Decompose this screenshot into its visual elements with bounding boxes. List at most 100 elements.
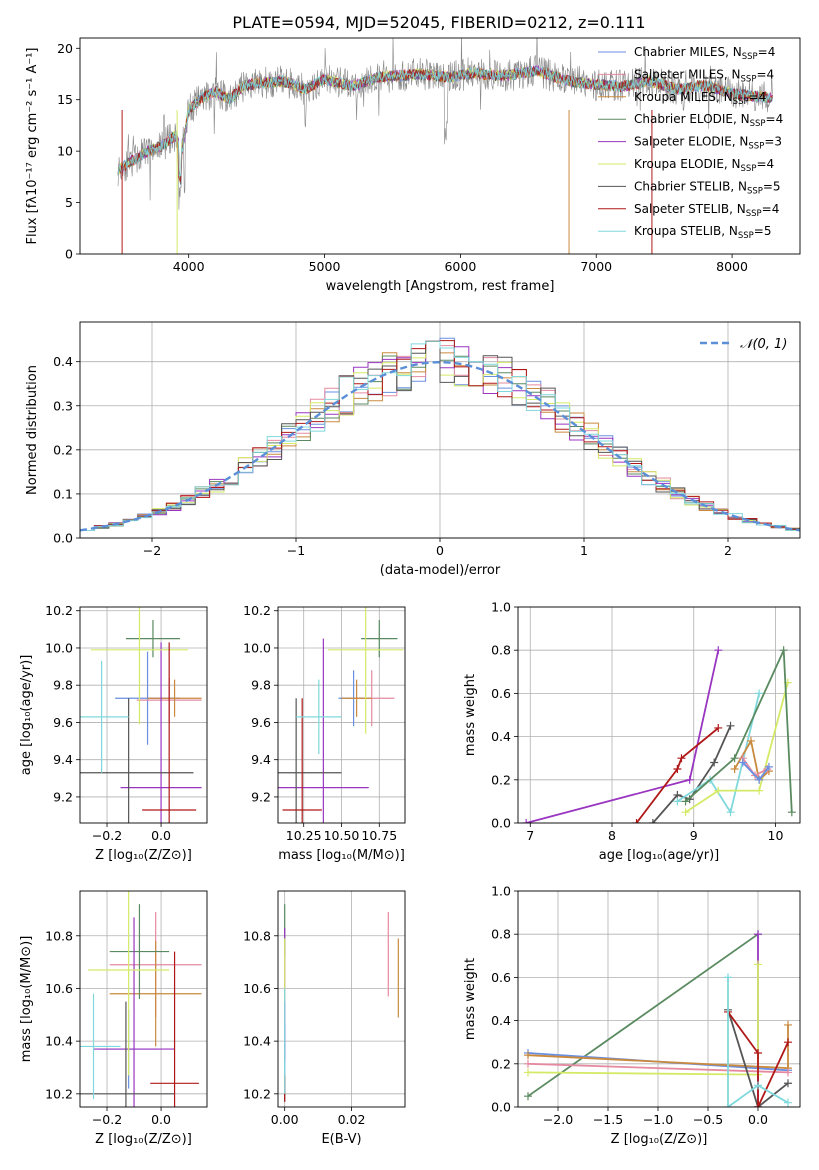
x-tick-label: 6000 — [444, 259, 476, 274]
plot-area-mass_vs_ebv — [284, 904, 399, 1102]
weight-marker-chabrier_miles — [738, 758, 747, 767]
plot-area-age_vs_Z — [80, 607, 202, 823]
y-tick-label: 9.4 — [53, 752, 73, 767]
y-tick-label: 9.8 — [53, 678, 73, 693]
y-tick-label: 0.0 — [491, 816, 511, 831]
y-tick-label: 9.6 — [251, 715, 271, 730]
weight-marker-kroupa_miles — [746, 736, 755, 745]
y-tick-label: 9.2 — [53, 789, 73, 804]
y-tick-label: 0.4 — [53, 354, 73, 369]
x-tick-label: 0.0 — [748, 1112, 768, 1127]
plot-mass_vs_ebv: 0.00 0.02 10.2 10.4 10.6 10.8 E(B-V) — [243, 890, 406, 1147]
plot-age_vs_mass: 10.25 10.50 10.75 9.2 9.4 9.6 9.8 10.0 10.2 mass … — [243, 603, 406, 863]
x-tick-label: −1.5 — [593, 1112, 623, 1127]
weight-marker-kroupa_miles — [730, 765, 739, 773]
plot-weight_vs_Z: −2.0 −1.5 −1.0 −0.5 0.0 0.0 0.2 0.4 0.6 0.8 1.0 Z [… — [463, 884, 801, 1147]
axes-frame — [79, 606, 208, 824]
normal-curve — [80, 360, 800, 532]
x-axis-label: wavelength [Angstrom, rest frame] — [326, 279, 555, 294]
weight-marker-chabrier_elodie — [524, 1092, 532, 1101]
weight-marker-chabrier_stelib — [784, 1079, 792, 1088]
y-tick-label: 10.2 — [243, 1086, 271, 1101]
legend-suffix: =4 — [766, 112, 784, 126]
y-tick-label: 9.8 — [251, 678, 271, 693]
x-tick-label: 0.0 — [151, 828, 171, 843]
legend-name: Kroupa ELODIE, N — [634, 157, 741, 171]
weight-line-kroupa_elodie — [527, 964, 759, 1076]
legend-sub: SSP — [748, 142, 764, 152]
plot-weight_vs_age: 7 8 9 10 0.0 0.2 0.4 0.6 0.8 1.0 age [log₁₀(age/yr… — [463, 600, 801, 863]
legend-suffix: =5 — [763, 179, 781, 193]
weight-marker-chabrier_stelib — [726, 721, 735, 730]
weight-marker-chabrier_stelib — [648, 819, 657, 823]
plot-area-age_vs_mass — [278, 607, 404, 823]
y-tick-label: 0.0 — [491, 1100, 511, 1115]
weight-marker-kroupa_elodie — [755, 786, 764, 795]
y-tick-label: 10 — [57, 144, 73, 159]
weight-marker-salpeter_elodie — [685, 775, 694, 784]
legend-name: Chabrier MILES, N — [634, 45, 742, 59]
y-tick-label: 0.0 — [53, 531, 73, 546]
weight-marker-salpeter_stelib — [784, 1038, 792, 1047]
x-tick-label: 9 — [690, 828, 698, 843]
weight-marker-chabrier_elodie — [779, 646, 788, 655]
legend-name: Salpeter STELIB, N — [634, 202, 746, 216]
weight-marker-kroupa_elodie — [714, 786, 723, 795]
y-tick-label: 0.1 — [53, 486, 73, 501]
model-spectrum-kroupa_stelib — [117, 66, 773, 177]
x-tick-label: 4000 — [173, 259, 205, 274]
weight-marker-kroupa_stelib — [754, 1081, 762, 1090]
legend-suffix: =5 — [754, 224, 772, 238]
y-tick-label: 9.2 — [251, 789, 271, 804]
y-axis-label: Flux [fλ10⁻¹⁷ erg cm⁻² s⁻¹ A⁻¹] — [25, 48, 40, 245]
y-tick-label: 10.4 — [243, 1034, 271, 1049]
weight-line-chabrier_elodie — [685, 649, 793, 813]
legend-entry: Chabrier MILES, NSSP=4 — [634, 45, 775, 62]
x-tick-label: 0.02 — [338, 1112, 366, 1127]
y-tick-label: 0.6 — [491, 686, 511, 701]
x-tick-label: 8000 — [716, 259, 748, 274]
y-tick-label: 9.4 — [251, 752, 271, 767]
weight-line-chabrier_elodie — [527, 933, 759, 1097]
legend-entry: Kroupa MILES, NSSP=4 — [634, 90, 766, 107]
axes-frame — [517, 606, 801, 824]
x-tick-label: 10.50 — [324, 828, 360, 843]
legend-suffix: =4 — [758, 45, 776, 59]
legend-entry: Salpeter ELODIE, NSSP=3 — [634, 135, 782, 152]
weight-marker-kroupa_stelib — [673, 797, 682, 806]
weight-marker-salpeter_miles — [784, 1068, 792, 1077]
weight-line-kroupa_elodie — [685, 682, 789, 813]
weight-marker-kroupa_elodie — [681, 808, 690, 817]
weight-marker-salpeter_stelib — [673, 765, 682, 773]
axes-frame — [79, 37, 801, 255]
plot-spectrum: 4000 5000 6000 7000 8000 0 5 10 15 20 wavelength [… — [25, 37, 801, 294]
x-tick-label: 0 — [436, 543, 444, 558]
weight-marker-kroupa_stelib — [755, 689, 764, 698]
plot-age_vs_Z: −0.2 0.0 9.2 9.4 9.6 9.8 10.0 10.2 Z [log₁₀(Z/Z⊙… — [19, 603, 208, 863]
x-tick-label: −0.5 — [693, 1112, 723, 1127]
legend-entry: Salpeter MILES, NSSP=4 — [634, 67, 774, 84]
legend-suffix: =4 — [749, 90, 767, 104]
y-tick-label: 10.0 — [243, 640, 271, 655]
axes-frame — [79, 321, 801, 539]
weight-marker-kroupa_miles — [784, 1020, 792, 1029]
x-axis-label: (data-model)/error — [380, 563, 501, 578]
x-tick-label: 8 — [608, 828, 616, 843]
x-tick-label: 1 — [580, 543, 588, 558]
y-tick-label: 0.2 — [491, 772, 511, 787]
weight-marker-kroupa_elodie — [754, 960, 762, 969]
weight-marker-salpeter_stelib — [677, 754, 686, 763]
weight-marker-salpeter_elodie — [754, 930, 762, 939]
x-tick-label: 5000 — [309, 259, 341, 274]
axes-frame — [277, 890, 406, 1108]
legend-entry: Salpeter STELIB, NSSP=4 — [634, 202, 779, 219]
y-tick-label: 0.8 — [491, 927, 511, 942]
weight-line-salpeter_stelib — [727, 1011, 789, 1107]
y-tick-label: 0.4 — [491, 729, 511, 744]
axes-frame — [79, 890, 208, 1108]
weight-marker-chabrier_elodie — [681, 797, 690, 806]
plot-area-spectrum — [117, 38, 774, 254]
y-axis-label: age [log₁₀(age/yr)] — [19, 655, 34, 776]
weight-line-kroupa_stelib — [727, 977, 789, 1107]
figure-title: PLATE=0594, MJD=52045, FIBERID=0212, z=0… — [232, 13, 645, 32]
